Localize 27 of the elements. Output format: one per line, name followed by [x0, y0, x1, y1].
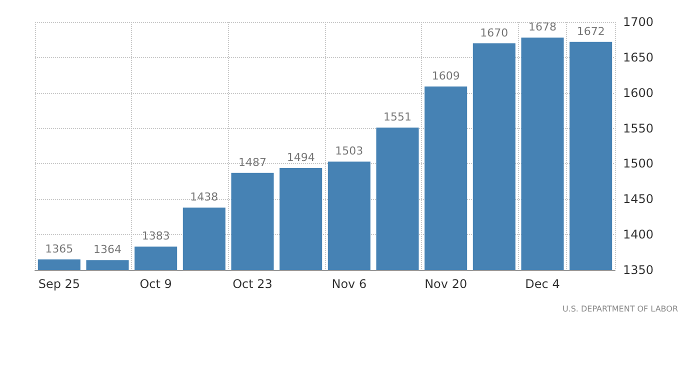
y-tick-label: 1400 [623, 228, 654, 242]
data-label: 1494 [286, 150, 315, 164]
y-tick-label: 1600 [623, 86, 654, 100]
data-label: 1678 [528, 20, 556, 34]
data-label: 1383 [142, 230, 170, 243]
y-tick-label: 1650 [623, 50, 654, 64]
data-label: 1609 [432, 69, 460, 82]
text: U.S. DEPARTMENT OF LABOR [562, 304, 678, 314]
data-label: 1487 [238, 156, 266, 169]
data-label: 1365 [45, 242, 74, 256]
x-tick-label: Nov 6 [332, 277, 367, 291]
y-tick-label: 1500 [623, 156, 654, 171]
data-label: 1670 [480, 26, 508, 40]
y-tick-label: 1550 [623, 121, 654, 136]
data-label: 1672 [576, 24, 605, 38]
x-tick-label: Sep 25 [38, 277, 80, 291]
y-tick-label: 1350 [623, 263, 654, 277]
x-tick-label: Oct 9 [140, 277, 172, 291]
y-tick-label: 1700 [623, 15, 654, 29]
data-label: 1438 [190, 190, 218, 204]
data-label: 1503 [335, 144, 364, 158]
x-tick-label: Nov 20 [424, 277, 468, 291]
x-tick-label: Oct 23 [232, 277, 272, 291]
y-tick-label: 1450 [623, 192, 654, 206]
data-label: 1364 [94, 243, 122, 256]
data-label: 1551 [384, 110, 412, 124]
x-tick-label: Dec 4 [525, 277, 560, 291]
